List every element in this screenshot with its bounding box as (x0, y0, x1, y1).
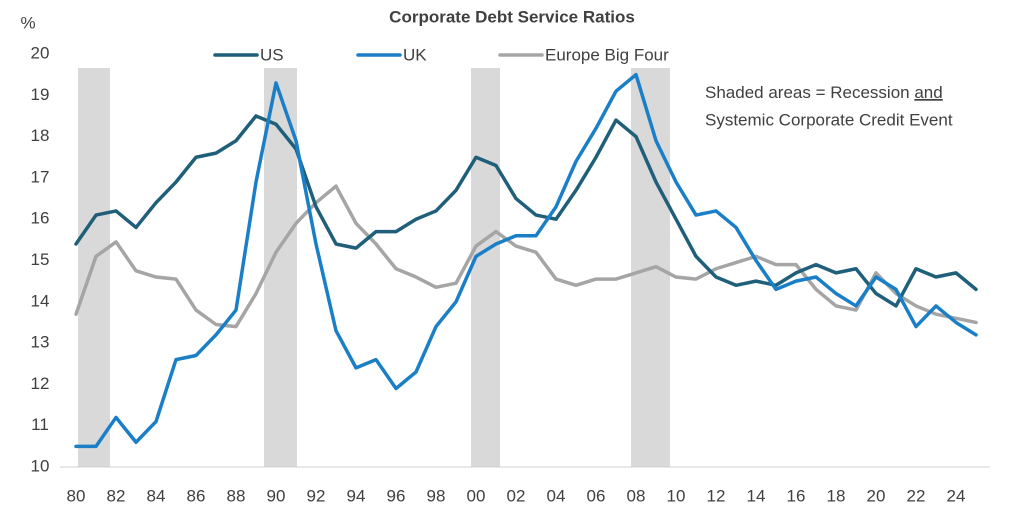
x-tick-label: 00 (467, 486, 486, 505)
y-tick-label: 17 (31, 167, 50, 186)
legend-label: Europe Big Four (545, 45, 669, 64)
x-tick-label: 98 (427, 486, 446, 505)
x-tick-label: 06 (587, 486, 606, 505)
y-tick-label: 20 (31, 43, 50, 62)
annotation-text: Shaded areas = Recession (705, 83, 910, 102)
x-tick-label: 82 (107, 486, 126, 505)
y-tick-label: 19 (31, 85, 50, 104)
x-tick-label: 02 (507, 486, 526, 505)
x-tick-label: 08 (627, 486, 646, 505)
chart-title: Corporate Debt Service Ratios (389, 7, 635, 26)
x-tick-label: 88 (227, 486, 246, 505)
annotation-emphasis: and (914, 83, 942, 102)
x-tick-label: 94 (347, 486, 366, 505)
x-tick-label: 14 (747, 486, 766, 505)
x-tick-label: 92 (307, 486, 326, 505)
series-line (74, 72, 978, 449)
recession-band (471, 68, 500, 467)
y-tick-label: 14 (31, 291, 50, 310)
x-tick-label: 12 (707, 486, 726, 505)
y-tick-label: 18 (31, 126, 50, 145)
x-tick-label: 10 (667, 486, 686, 505)
y-tick-label: 12 (31, 374, 50, 393)
y-tick-label: 11 (31, 415, 49, 434)
legend-label: US (260, 45, 284, 64)
x-tick-label: 22 (907, 486, 926, 505)
x-tick-label: 24 (947, 486, 966, 505)
x-tick-label: 80 (67, 486, 86, 505)
y-axis-label: % (20, 13, 35, 32)
y-tick-label: 10 (31, 456, 50, 475)
annotation-text: Systemic Corporate Credit Event (705, 110, 953, 129)
series-line (74, 114, 978, 308)
x-tick-label: 90 (267, 486, 286, 505)
x-tick-label: 16 (787, 486, 806, 505)
legend-label: UK (403, 45, 427, 64)
x-tick-label: 86 (187, 486, 206, 505)
series-line (74, 184, 978, 329)
x-tick-label: 96 (387, 486, 406, 505)
x-tick-label: 18 (827, 486, 846, 505)
x-tick-label: 04 (547, 486, 566, 505)
x-tick-label: 20 (867, 486, 886, 505)
x-tick-label: 84 (147, 486, 166, 505)
y-tick-label: 15 (31, 250, 50, 269)
annotation: Shaded areas = Recession and (705, 83, 943, 102)
y-tick-label: 16 (31, 209, 50, 228)
y-tick-label: 13 (31, 333, 50, 352)
